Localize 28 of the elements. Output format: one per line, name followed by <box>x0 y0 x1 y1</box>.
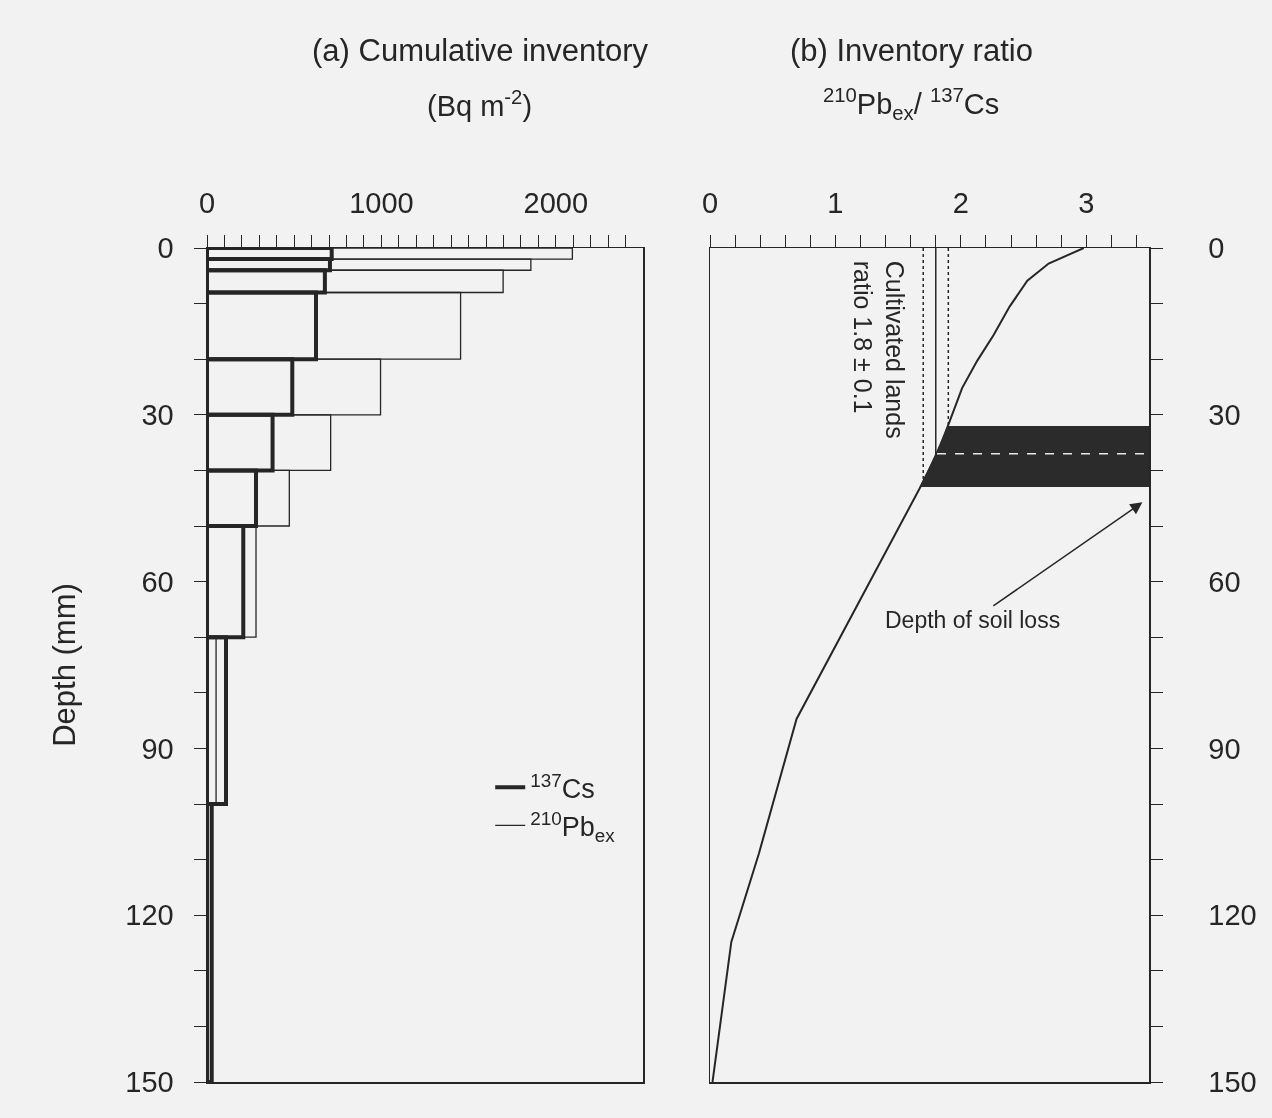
y-tick-label: 90 <box>141 732 174 765</box>
chart-subtitle: (Bq m$^{-2}$) <box>427 86 533 123</box>
ref-line-label: Cultivated lands ratio 1.8 ± 0.1 <box>848 260 910 439</box>
y-tick-label: 60 <box>141 565 174 598</box>
chart-title: (b) Inventory ratio <box>790 33 1033 68</box>
x-tick-label: 0 <box>198 186 216 219</box>
y-tick-label: 120 <box>125 899 174 932</box>
x-tick-label: 2000 <box>523 186 589 219</box>
x-tick-label: 0 <box>701 186 719 219</box>
annotation: Depth of soil loss <box>885 607 1061 633</box>
y-axis-title: Depth (mm) <box>47 583 83 747</box>
chart-subtitle: $^{210}$Pb$_{ex}$/ $^{137}$Cs <box>823 84 1000 125</box>
x-tick-label: 1 <box>827 186 844 219</box>
chart-title: (a) Cumulative inventory <box>312 33 649 68</box>
y-tick-label: 0 <box>157 232 174 265</box>
legend-label: $^{137}$Cs <box>530 769 595 804</box>
y2-tick-label: 90 <box>1208 732 1241 765</box>
x-tick-label: 3 <box>1078 186 1095 219</box>
y2-tick-label: 120 <box>1208 899 1257 932</box>
x-tick-label: 1000 <box>349 186 414 219</box>
y2-tick-label: 0 <box>1208 232 1225 265</box>
y2-tick-label: 60 <box>1208 565 1241 598</box>
x-tick-label: 2 <box>952 186 969 219</box>
y-tick-label: 150 <box>125 1066 174 1099</box>
y2-tick-label: 150 <box>1208 1066 1257 1099</box>
y-tick-label: 30 <box>141 398 174 431</box>
y2-tick-label: 30 <box>1208 398 1241 431</box>
legend-label: $^{210}$Pb$_{ex}$ <box>530 807 616 846</box>
